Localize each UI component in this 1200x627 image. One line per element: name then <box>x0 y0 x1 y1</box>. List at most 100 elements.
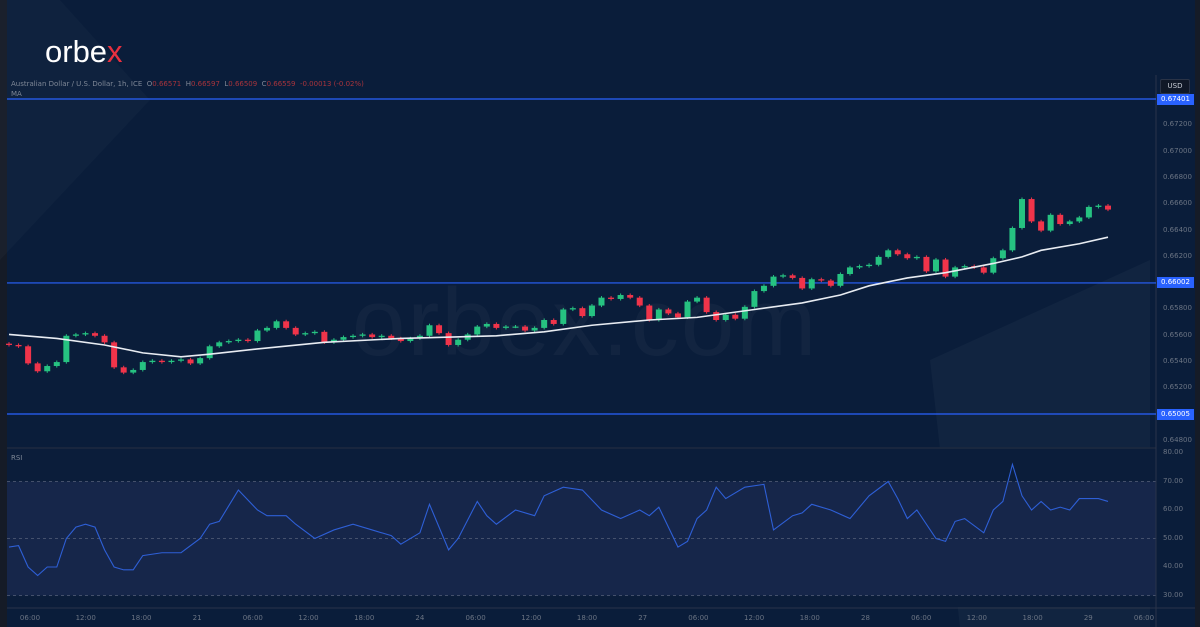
candle-up <box>999 250 1006 259</box>
low-value: 0.66509 <box>228 80 258 88</box>
time-tick: 29 <box>1083 614 1093 622</box>
time-tick: 28 <box>861 614 870 622</box>
candle-down <box>608 297 615 299</box>
candle-down <box>244 339 251 342</box>
currency-button[interactable]: USD <box>1160 79 1190 94</box>
candle-up <box>512 326 519 328</box>
candle-down <box>665 309 672 314</box>
time-tick: 12:00 <box>521 614 542 622</box>
candle-down <box>789 275 796 278</box>
candle-down <box>283 321 290 328</box>
time-tick: 18:00 <box>576 614 598 622</box>
time-tick: 12:00 <box>298 614 319 622</box>
rsi-tick: 60.00 <box>1163 505 1184 513</box>
candle-up <box>1076 217 1083 222</box>
candle-down <box>321 331 328 343</box>
candle-down <box>101 335 108 343</box>
candle-down <box>1057 214 1064 225</box>
time-tick: 18:00 <box>799 614 820 622</box>
candle-up <box>1018 199 1025 228</box>
symbol-legend: Australian Dollar / U.S. Dollar, 1h, ICE… <box>11 80 364 88</box>
candle-up <box>760 285 767 292</box>
rsi-line <box>8 462 1109 577</box>
time-tick: 18:00 <box>1022 614 1043 622</box>
price-tick: 0.67200 <box>1163 120 1192 129</box>
time-tick: 21 <box>192 614 202 622</box>
candle-down <box>158 360 165 363</box>
time-tick: 12:00 <box>966 614 987 622</box>
candle-up <box>359 334 366 336</box>
candle-up <box>225 341 232 343</box>
candle-down <box>6 343 12 345</box>
candle-down <box>703 297 710 313</box>
candle-up <box>197 358 204 364</box>
candle-down <box>942 259 949 277</box>
candle-up <box>273 321 280 328</box>
candle-down <box>799 277 806 289</box>
candle-up <box>952 267 959 277</box>
candle-up <box>598 297 605 306</box>
level-price-label: 0.65005 <box>1157 408 1194 420</box>
time-tick: 12:00 <box>744 614 765 622</box>
price-tick: 0.66600 <box>1163 199 1192 208</box>
candle-down <box>111 342 118 368</box>
low-label: L <box>224 80 229 88</box>
time-tick: 06:00 <box>19 614 41 622</box>
level-price-label: 0.66002 <box>1157 277 1194 289</box>
time-tick: 06:00 <box>242 614 263 622</box>
candle-down <box>436 325 443 334</box>
candle-up <box>426 325 433 336</box>
candle-down <box>15 344 22 347</box>
candle-up <box>617 295 624 299</box>
candle-down <box>187 359 194 364</box>
rsi-tick: 70.00 <box>1163 476 1184 485</box>
price-tick: 0.66400 <box>1163 225 1192 234</box>
candle-up <box>770 276 777 286</box>
candle-up <box>1095 205 1102 207</box>
candle-down <box>627 295 634 298</box>
candle-up <box>913 256 920 259</box>
time-tick: 06:00 <box>465 614 486 622</box>
candle-down <box>579 308 586 317</box>
candle-up <box>149 360 156 363</box>
rsi-tick: 30.00 <box>1163 590 1184 599</box>
candle-down <box>397 338 404 342</box>
candle-down <box>904 254 911 259</box>
time-tick: 18:00 <box>131 614 152 622</box>
candle-up <box>63 335 70 363</box>
change-value: -0.00013 (-0.02%) <box>299 80 364 88</box>
price-tick: 0.64800 <box>1163 435 1192 444</box>
rsi-tick: 50.00 <box>1163 533 1184 542</box>
candle-up <box>808 279 815 289</box>
candle-up <box>990 258 997 273</box>
candle-up <box>932 259 939 272</box>
candle-up <box>588 305 595 317</box>
candle-up <box>722 314 729 321</box>
candle-down <box>25 346 32 364</box>
candle-up <box>235 339 242 342</box>
candle-up <box>474 326 481 335</box>
symbol-name: Australian Dollar / U.S. Dollar, 1h, ICE <box>11 80 143 88</box>
candle-down <box>827 280 834 286</box>
candle-up <box>340 337 347 340</box>
candle-down <box>550 320 557 324</box>
candle-up <box>837 273 844 286</box>
time-tick: 06:00 <box>688 614 709 622</box>
candle-down <box>894 250 901 255</box>
price-tick: 0.65200 <box>1163 383 1192 392</box>
close-value: 0.66559 <box>266 80 296 88</box>
level-price-label: 0.67401 <box>1157 93 1194 105</box>
candle-down <box>1105 205 1111 210</box>
time-tick: 24 <box>415 614 425 622</box>
open-label: O <box>146 80 153 88</box>
high-value: 0.66597 <box>190 80 220 88</box>
candle-up <box>311 331 318 334</box>
candle-up <box>1047 214 1054 231</box>
candle-up <box>846 267 853 274</box>
candle-up <box>694 297 701 302</box>
rsi-tick: 80.00 <box>1163 448 1184 456</box>
time-tick: 27 <box>638 614 648 622</box>
candle-down <box>818 279 825 281</box>
candle-up <box>216 342 223 347</box>
